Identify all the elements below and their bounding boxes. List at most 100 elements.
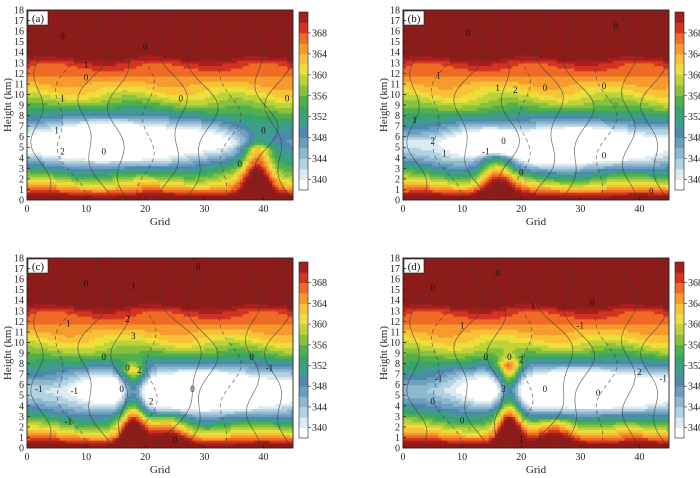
heatmap-cell bbox=[227, 39, 232, 43]
heatmap-cell bbox=[216, 173, 220, 177]
heatmap-cell bbox=[177, 197, 182, 200]
heatmap-cell bbox=[27, 86, 31, 90]
heatmap-cell bbox=[124, 68, 129, 72]
heatmap-cell bbox=[145, 181, 149, 185]
heatmap-cell bbox=[74, 168, 78, 172]
heatmap-cell bbox=[124, 194, 129, 198]
heatmap-cell bbox=[100, 168, 105, 172]
heatmap-cell bbox=[207, 86, 211, 90]
heatmap-cell bbox=[74, 49, 78, 53]
heatmap-cell bbox=[92, 197, 96, 200]
heatmap-cell bbox=[56, 57, 61, 61]
heatmap-cell bbox=[151, 94, 155, 98]
heatmap-cell bbox=[35, 112, 40, 117]
heatmap-cell bbox=[177, 173, 182, 177]
heatmap-cell bbox=[71, 186, 75, 191]
heatmap-cell bbox=[151, 141, 155, 146]
heatmap-cell bbox=[213, 126, 217, 130]
heatmap-cell bbox=[160, 131, 164, 135]
heatmap-cell bbox=[109, 123, 114, 127]
heatmap-cell bbox=[204, 165, 208, 169]
heatmap-cell bbox=[80, 52, 84, 56]
heatmap-cell bbox=[180, 197, 185, 200]
heatmap-cell bbox=[160, 28, 164, 32]
heatmap-cell bbox=[74, 155, 78, 159]
heatmap-cell bbox=[97, 157, 102, 162]
heatmap-cell bbox=[133, 186, 137, 191]
heatmap-cell bbox=[27, 105, 31, 109]
heatmap-cell bbox=[35, 170, 40, 175]
heatmap-cell bbox=[86, 197, 90, 200]
heatmap-cell bbox=[86, 155, 90, 159]
heatmap-cell bbox=[160, 163, 164, 167]
heatmap-cell bbox=[198, 52, 202, 56]
heatmap-cell bbox=[47, 134, 52, 138]
heatmap-cell bbox=[139, 75, 143, 80]
heatmap-cell bbox=[192, 131, 197, 135]
heatmap-cell bbox=[157, 147, 161, 151]
heatmap-cell bbox=[195, 23, 200, 27]
heatmap-cell bbox=[210, 73, 214, 77]
heatmap-cell bbox=[74, 184, 78, 188]
heatmap-cell bbox=[207, 149, 211, 154]
heatmap-cell bbox=[59, 186, 64, 191]
heatmap-cell bbox=[154, 94, 158, 98]
heatmap-cell bbox=[103, 184, 108, 188]
heatmap-cell bbox=[189, 194, 194, 198]
heatmap-cell bbox=[97, 81, 102, 85]
heatmap-cell bbox=[186, 89, 191, 93]
heatmap-cell bbox=[195, 91, 200, 96]
heatmap-cell bbox=[225, 128, 229, 132]
heatmap-cell bbox=[157, 83, 161, 88]
heatmap-cell bbox=[192, 46, 197, 51]
heatmap-cell bbox=[89, 68, 93, 72]
heatmap-cell bbox=[145, 10, 149, 14]
heatmap-cell bbox=[142, 70, 146, 74]
heatmap-cell bbox=[130, 118, 134, 122]
heatmap-cell bbox=[68, 186, 72, 191]
heatmap-cell bbox=[106, 168, 111, 172]
heatmap-cell bbox=[50, 144, 55, 148]
heatmap-cell bbox=[80, 78, 84, 82]
heatmap-cell bbox=[112, 168, 117, 172]
heatmap-cell bbox=[83, 60, 87, 64]
heatmap-cell bbox=[195, 176, 200, 180]
heatmap-cell bbox=[27, 194, 31, 198]
heatmap-cell bbox=[154, 31, 158, 35]
heatmap-cell bbox=[198, 131, 202, 135]
heatmap-cell bbox=[47, 20, 52, 24]
heatmap-cell bbox=[121, 178, 126, 183]
heatmap-cell bbox=[171, 28, 176, 32]
heatmap-cell bbox=[94, 44, 99, 48]
heatmap-cell bbox=[109, 181, 114, 185]
heatmap-cell bbox=[145, 189, 149, 193]
heatmap-cell bbox=[225, 149, 229, 154]
heatmap-cell bbox=[86, 112, 90, 117]
heatmap-cell bbox=[71, 197, 75, 200]
heatmap-cell bbox=[74, 181, 78, 185]
heatmap-cell bbox=[53, 186, 58, 191]
heatmap-cell bbox=[56, 78, 61, 82]
heatmap-cell bbox=[133, 178, 137, 183]
heatmap-cell bbox=[145, 184, 149, 188]
heatmap-cell bbox=[219, 110, 223, 114]
heatmap-cell bbox=[189, 118, 194, 122]
heatmap-cell bbox=[139, 31, 143, 35]
heatmap-cell bbox=[213, 49, 217, 53]
heatmap-cell bbox=[157, 39, 161, 43]
heatmap-cell bbox=[168, 75, 173, 80]
heatmap-cell bbox=[186, 157, 191, 162]
heatmap-cell bbox=[225, 189, 229, 193]
heatmap-cell bbox=[174, 181, 179, 185]
heatmap-cell bbox=[35, 39, 40, 43]
heatmap-cell bbox=[133, 12, 137, 16]
heatmap-cell bbox=[62, 152, 67, 156]
heatmap-cell bbox=[171, 107, 176, 111]
heatmap-cell bbox=[192, 65, 197, 69]
heatmap-cell bbox=[124, 189, 129, 193]
heatmap-cell bbox=[47, 165, 52, 169]
heatmap-cell bbox=[204, 102, 208, 106]
heatmap-cell bbox=[89, 120, 93, 125]
heatmap-cell bbox=[222, 99, 226, 103]
heatmap-cell bbox=[106, 94, 111, 98]
